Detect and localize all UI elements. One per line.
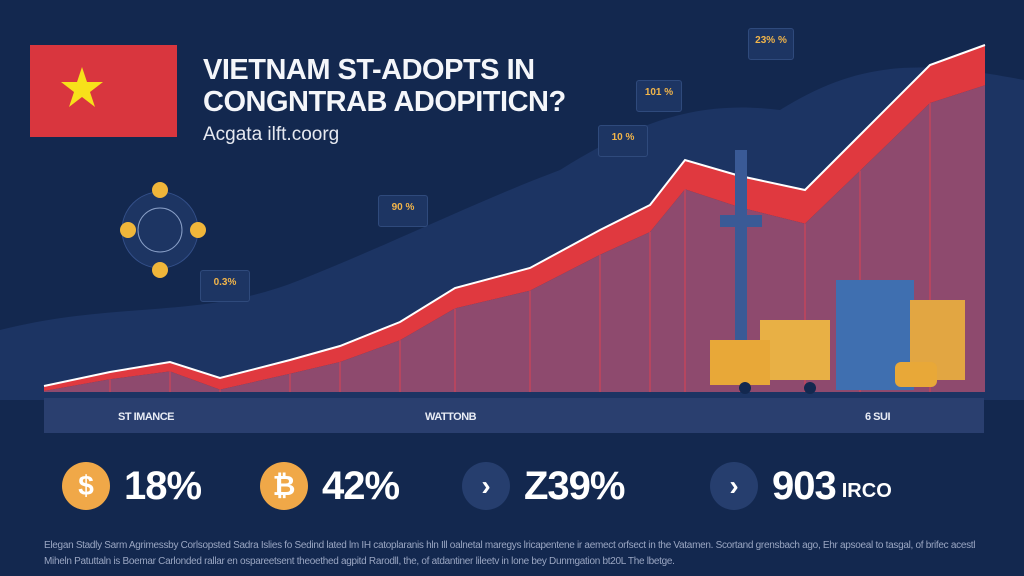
star-icon	[61, 67, 103, 107]
value-tag: 90 %	[378, 195, 428, 227]
dollar-coin-icon: $	[62, 462, 110, 510]
cloud-arrow-icon: ›	[710, 462, 758, 510]
stat-bitcoin: ₿ 42%	[260, 462, 400, 510]
stat-value: Z39%	[524, 463, 625, 508]
stat-value: 903	[772, 463, 837, 508]
subtitle: Acgata ilft.coorg	[203, 124, 340, 145]
cloud-arrow-icon: ›	[462, 462, 510, 510]
value-tag: 101 %	[636, 80, 682, 112]
stat-cloud-1: › Z39%	[462, 462, 625, 510]
city-illustration	[710, 150, 965, 394]
title-line-2: CONGNTRAB ADOPITICN?	[203, 86, 566, 118]
chart-line	[43, 44, 986, 387]
chart-band	[44, 45, 985, 391]
stat-dollar: $ 18%	[62, 462, 202, 510]
stat-value: 42%	[322, 463, 400, 508]
stat-value: 18%	[124, 463, 202, 508]
stat-cloud-2: › 903 IRCO	[710, 462, 892, 510]
bitcoin-coin-icon: ₿	[260, 462, 308, 510]
axis-label: 6 SUI	[865, 411, 891, 423]
page-title: VIETNAM ST-ADOPTS IN CONGNTRAB ADOPITICN…	[203, 54, 566, 118]
title-line-1: VIETNAM ST-ADOPTS IN	[203, 54, 535, 86]
vietnam-flag	[30, 45, 177, 137]
value-tag: 23% %	[748, 28, 794, 60]
stat-unit: IRCO	[841, 479, 892, 502]
value-tag: 10 %	[598, 125, 648, 157]
footnote: Elegan Stadly Sarm Agrimessby Corlsopste…	[44, 540, 976, 567]
value-tag: 0.3%	[200, 270, 250, 302]
x-axis-band	[44, 398, 984, 433]
chart-area	[44, 85, 985, 392]
axis-label: WATTONB	[425, 411, 477, 423]
coin-cluster	[120, 182, 206, 278]
axis-label: ST IMANCE	[118, 411, 175, 423]
